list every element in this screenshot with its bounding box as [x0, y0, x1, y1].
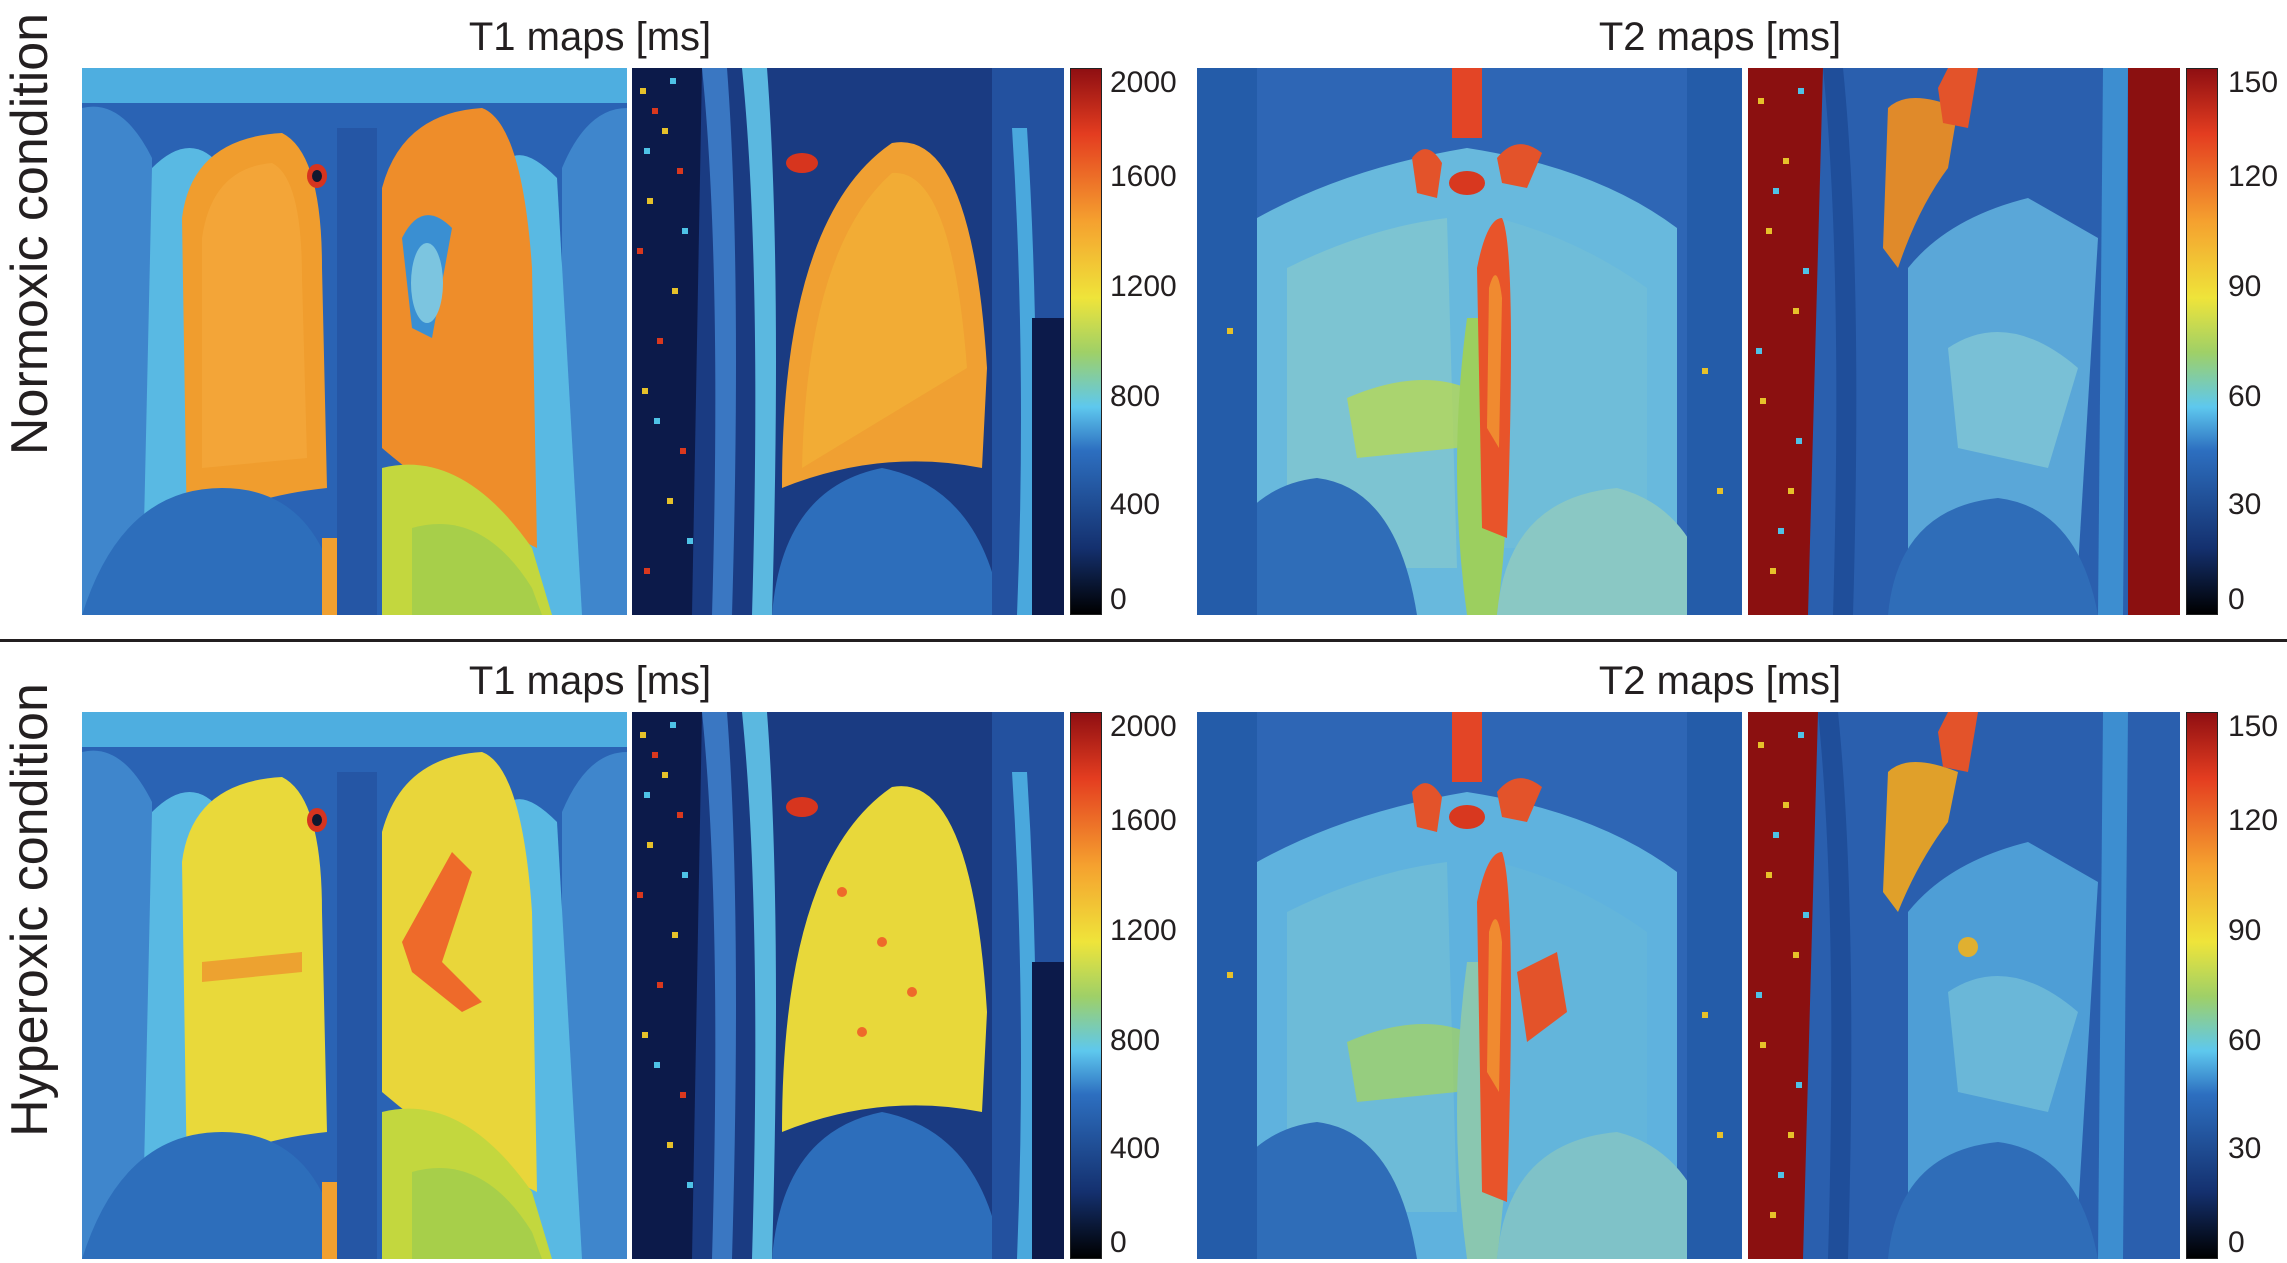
tick-label: 90 — [2228, 914, 2262, 947]
tick-label: 60 — [2228, 1024, 2262, 1057]
tick-label: 150 — [2228, 710, 2279, 743]
tick-label: 120 — [2228, 804, 2279, 837]
tick-label: 150 — [2228, 66, 2279, 99]
t1-colorbar-normoxic — [1070, 68, 1102, 615]
tick-label: 1600 — [1110, 804, 1177, 837]
t2-colorbar-hyperoxic — [2186, 712, 2218, 1259]
row-label-hyperoxic: Hyperoxic condition — [1, 683, 59, 1137]
tick-label: 90 — [2228, 270, 2262, 303]
row-divider — [0, 639, 2287, 642]
tick-label: 2000 — [1110, 66, 1177, 99]
tick-label: 800 — [1110, 1024, 1161, 1057]
tick-label: 400 — [1110, 1132, 1161, 1165]
tick-label: 1600 — [1110, 160, 1177, 193]
tick-label: 120 — [2228, 160, 2279, 193]
t2-sagittal-map-normoxic — [1748, 68, 2180, 615]
tick-label: 0 — [2228, 583, 2245, 616]
t1-colorbar-hyperoxic — [1070, 712, 1102, 1259]
tick-label: 1200 — [1110, 914, 1177, 947]
t1-coronal-map-normoxic — [82, 68, 627, 615]
tick-label: 60 — [2228, 380, 2262, 413]
tick-label: 800 — [1110, 380, 1161, 413]
t1-title-hyperoxic: T1 maps [ms] — [468, 659, 712, 703]
tick-label: 30 — [2228, 488, 2262, 521]
t2-sagittal-map-hyperoxic — [1748, 712, 2180, 1259]
tick-label: 1200 — [1110, 270, 1177, 303]
t1-sagittal-map-hyperoxic — [632, 712, 1064, 1259]
t2-coronal-map-normoxic — [1197, 68, 1742, 615]
tick-label: 0 — [1110, 583, 1127, 616]
tick-label: 0 — [2228, 1226, 2245, 1259]
t2-title-hyperoxic: T2 maps [ms] — [1598, 659, 1842, 703]
t1-title-normoxic: T1 maps [ms] — [468, 15, 712, 59]
row-label-normoxic: Normoxic condition — [1, 12, 59, 456]
tick-label: 2000 — [1110, 710, 1177, 743]
t2-colorbar-normoxic — [2186, 68, 2218, 615]
tick-label: 400 — [1110, 488, 1161, 521]
t1-coronal-map-hyperoxic — [82, 712, 627, 1259]
t2-title-normoxic: T2 maps [ms] — [1598, 15, 1842, 59]
tick-label: 30 — [2228, 1132, 2262, 1165]
t2-coronal-map-hyperoxic — [1197, 712, 1742, 1259]
t1-sagittal-map-normoxic — [632, 68, 1064, 615]
tick-label: 0 — [1110, 1226, 1127, 1259]
